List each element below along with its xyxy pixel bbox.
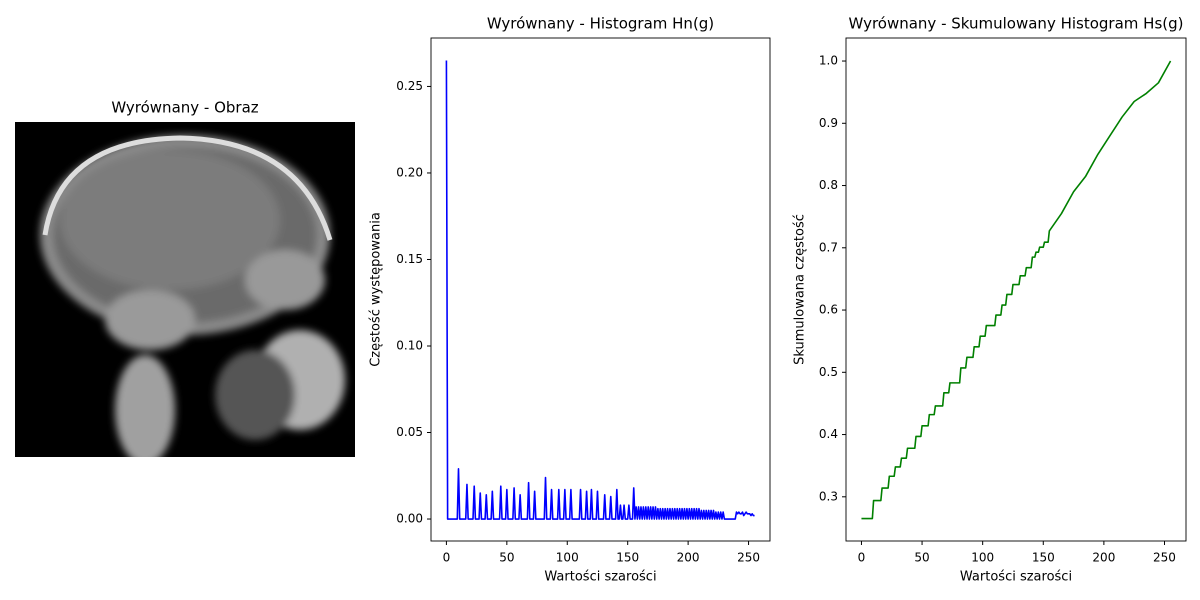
x-tick-label: 50 — [499, 551, 514, 565]
y-tick-label: 1.0 — [819, 54, 838, 68]
y-tick-label: 0.05 — [396, 425, 423, 439]
x-axis-label: Wartości szarości — [960, 570, 1072, 585]
y-tick-label: 0.9 — [819, 116, 838, 130]
y-tick-label: 0.15 — [396, 252, 423, 266]
xray-image — [15, 122, 355, 457]
x-tick-label: 250 — [1153, 551, 1176, 565]
y-tick-label: 0.25 — [396, 79, 423, 93]
y-tick-label: 0.6 — [819, 303, 838, 317]
data-line — [445, 60, 755, 520]
subplot-title: Wyrównany - Skumulowany Histogram Hs(g) — [849, 15, 1184, 33]
x-tick-label: 0 — [443, 551, 451, 565]
x-tick-label: 200 — [1092, 551, 1115, 565]
x-tick-label: 250 — [737, 551, 760, 565]
y-tick-label: 0.8 — [819, 178, 838, 192]
skull — [40, 135, 345, 457]
x-tick-label: 200 — [677, 551, 700, 565]
data-line — [861, 60, 1172, 520]
y-tick-label: 0.3 — [819, 489, 838, 503]
y-axis-label: Częstość występowania — [369, 212, 384, 367]
x-tick-label: 100 — [556, 551, 579, 565]
x-tick-label: 100 — [971, 551, 994, 565]
skull-outline — [42, 135, 333, 241]
x-tick-label: 150 — [616, 551, 639, 565]
y-tick-label: 0.10 — [396, 338, 423, 352]
axes-frame — [845, 37, 1187, 542]
y-tick-label: 0.20 — [396, 165, 423, 179]
y-tick-label: 0.00 — [396, 512, 423, 526]
y-tick-label: 0.7 — [819, 240, 838, 254]
axes-frame — [430, 37, 771, 542]
x-tick-label: 0 — [858, 551, 866, 565]
y-axis-label: Skumulowana częstość — [793, 214, 808, 365]
y-tick-label: 0.5 — [819, 365, 838, 379]
x-tick-label: 50 — [914, 551, 929, 565]
x-tick-label: 150 — [1032, 551, 1055, 565]
subplot-title: Wyrównany - Histogram Hn(g) — [487, 15, 714, 33]
subplot-title: Wyrównany - Obraz — [111, 99, 258, 117]
x-axis-label: Wartości szarości — [544, 570, 656, 585]
y-tick-label: 0.4 — [819, 427, 838, 441]
